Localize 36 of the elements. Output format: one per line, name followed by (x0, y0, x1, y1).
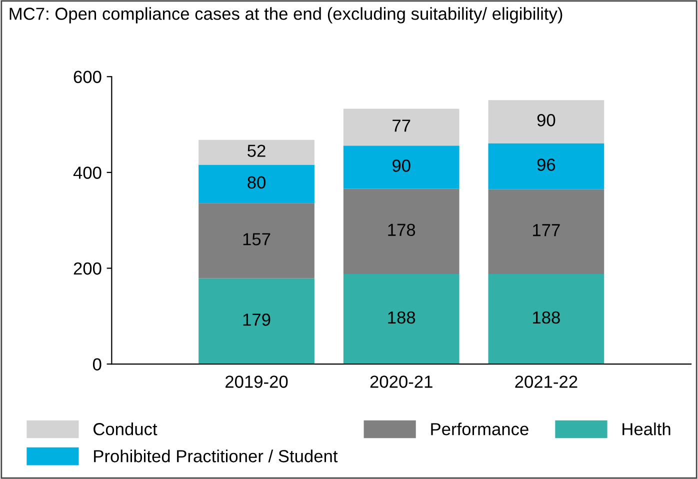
data-label: 77 (392, 120, 410, 132)
bar (343, 146, 460, 189)
legend-label: Conduct (94, 422, 158, 436)
bar (198, 203, 314, 278)
data-label: 80 (248, 176, 266, 189)
bar (343, 188, 460, 274)
bar (198, 140, 314, 165)
bar (198, 278, 314, 364)
data-label: 90 (392, 160, 410, 172)
data-label: 52 (248, 144, 266, 157)
x-tick-label: 2020-21 (370, 376, 432, 388)
bar (488, 100, 604, 144)
data-label: 177 (533, 224, 560, 236)
y-tick-label: 600 (74, 70, 102, 84)
data-label: 188 (388, 311, 416, 324)
data-label: 90 (537, 114, 556, 126)
chart-title: MC7: Open compliance cases at the end (excluding suitability/ eligibility) (10, 7, 562, 24)
x-tick-label: 2019-20 (226, 376, 288, 388)
data-label: 157 (243, 233, 270, 246)
data-label: 188 (533, 311, 560, 324)
legend-label: Performance (431, 422, 528, 436)
y-tick-label: 0 (92, 358, 102, 370)
bar (488, 274, 604, 364)
x-tick-label: 2021-22 (515, 376, 578, 388)
data-label: 178 (388, 224, 416, 236)
bar (488, 189, 604, 274)
data-label: 96 (537, 158, 556, 171)
legend-label: Health (622, 422, 670, 436)
y-tick-label: 400 (73, 166, 102, 179)
data-label: 179 (243, 314, 270, 326)
bar (343, 108, 460, 146)
y-tick-label: 200 (74, 262, 102, 275)
legend-label: Prohibited Practitioner / Student (94, 450, 338, 462)
bar (488, 143, 604, 190)
bar (343, 274, 460, 364)
bar (198, 164, 314, 204)
